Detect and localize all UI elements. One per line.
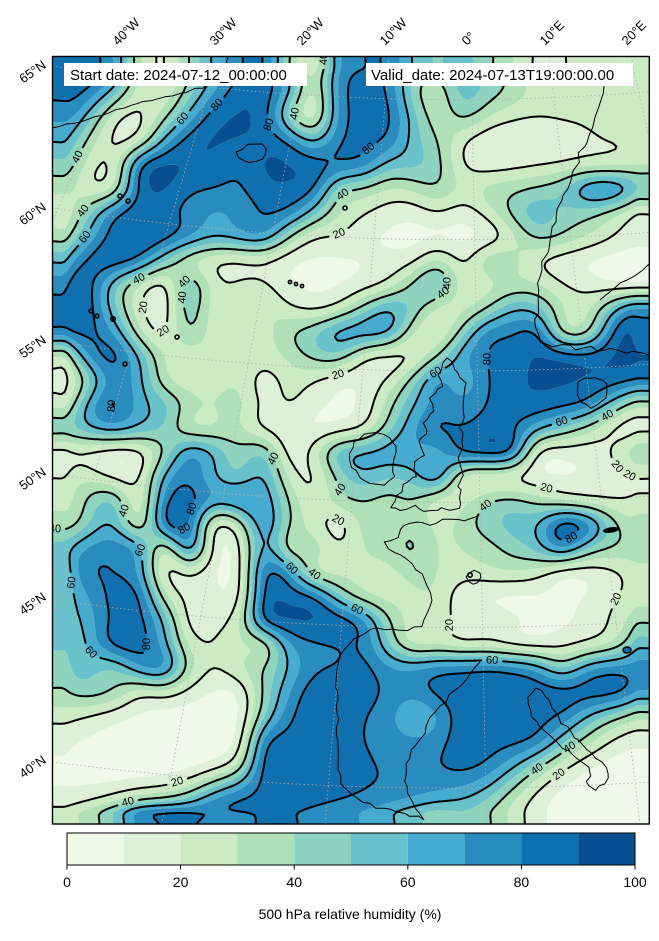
svg-text:80: 80 [176,521,193,538]
svg-text:80: 80 [563,530,579,546]
svg-text:20: 20 [609,458,626,475]
svg-text:20: 20 [444,619,456,631]
svg-text:40: 40 [334,186,351,203]
svg-text:20: 20 [155,323,172,340]
svg-text:60: 60 [486,654,499,666]
svg-text:20: 20 [331,367,346,382]
svg-text:60: 60 [400,874,416,890]
svg-text:80: 80 [360,140,377,157]
svg-text:60: 60 [349,602,365,618]
svg-text:20: 20 [608,591,624,607]
svg-text:20: 20 [621,468,637,484]
svg-text:60: 60 [65,576,78,590]
svg-text:Valid_date: 2024-07-13T19:00:0: Valid_date: 2024-07-13T19:00:00.00 [371,67,614,84]
svg-text:20: 20 [137,300,151,314]
svg-text:40: 40 [599,408,616,425]
svg-text:40: 40 [121,795,136,810]
svg-text:60: 60 [427,364,444,381]
svg-text:500 hPa relative humidity (%): 500 hPa relative humidity (%) [259,906,442,922]
svg-text:20: 20 [170,775,185,790]
svg-text:40: 40 [306,566,323,583]
svg-text:40: 40 [131,271,147,287]
svg-text:40: 40 [288,107,302,121]
svg-text:40: 40 [318,53,330,65]
svg-text:40: 40 [529,761,546,778]
svg-text:40: 40 [176,291,189,304]
svg-text:40: 40 [266,451,282,467]
svg-text:60: 60 [133,542,149,558]
svg-text:20: 20 [331,226,347,242]
svg-text:40: 40 [117,503,132,518]
svg-text:20: 20 [551,766,568,783]
svg-text:80: 80 [481,353,493,366]
svg-text:40: 40 [561,739,578,756]
svg-text:40: 40 [477,497,494,514]
svg-text:80: 80 [185,501,200,516]
svg-text:60: 60 [77,229,94,246]
svg-text:40: 40 [435,285,452,302]
svg-text:40: 40 [75,202,92,219]
svg-text:20: 20 [173,874,189,890]
svg-text:60: 60 [554,414,569,429]
svg-text:20: 20 [539,481,554,496]
svg-text:80: 80 [106,399,119,412]
svg-text:Start date: 2024-07-12_00:00:0: Start date: 2024-07-12_00:00:00 [70,67,287,84]
svg-text:40: 40 [70,149,86,165]
svg-text:100: 100 [623,874,647,890]
svg-text:40: 40 [441,277,453,289]
svg-text:40: 40 [49,523,62,535]
svg-text:40: 40 [286,874,302,890]
svg-text:80: 80 [261,117,276,132]
svg-text:0: 0 [63,874,71,890]
svg-text:20: 20 [330,512,346,528]
svg-text:80: 80 [141,638,153,651]
svg-text:40: 40 [332,482,349,499]
svg-text:80: 80 [514,874,530,890]
